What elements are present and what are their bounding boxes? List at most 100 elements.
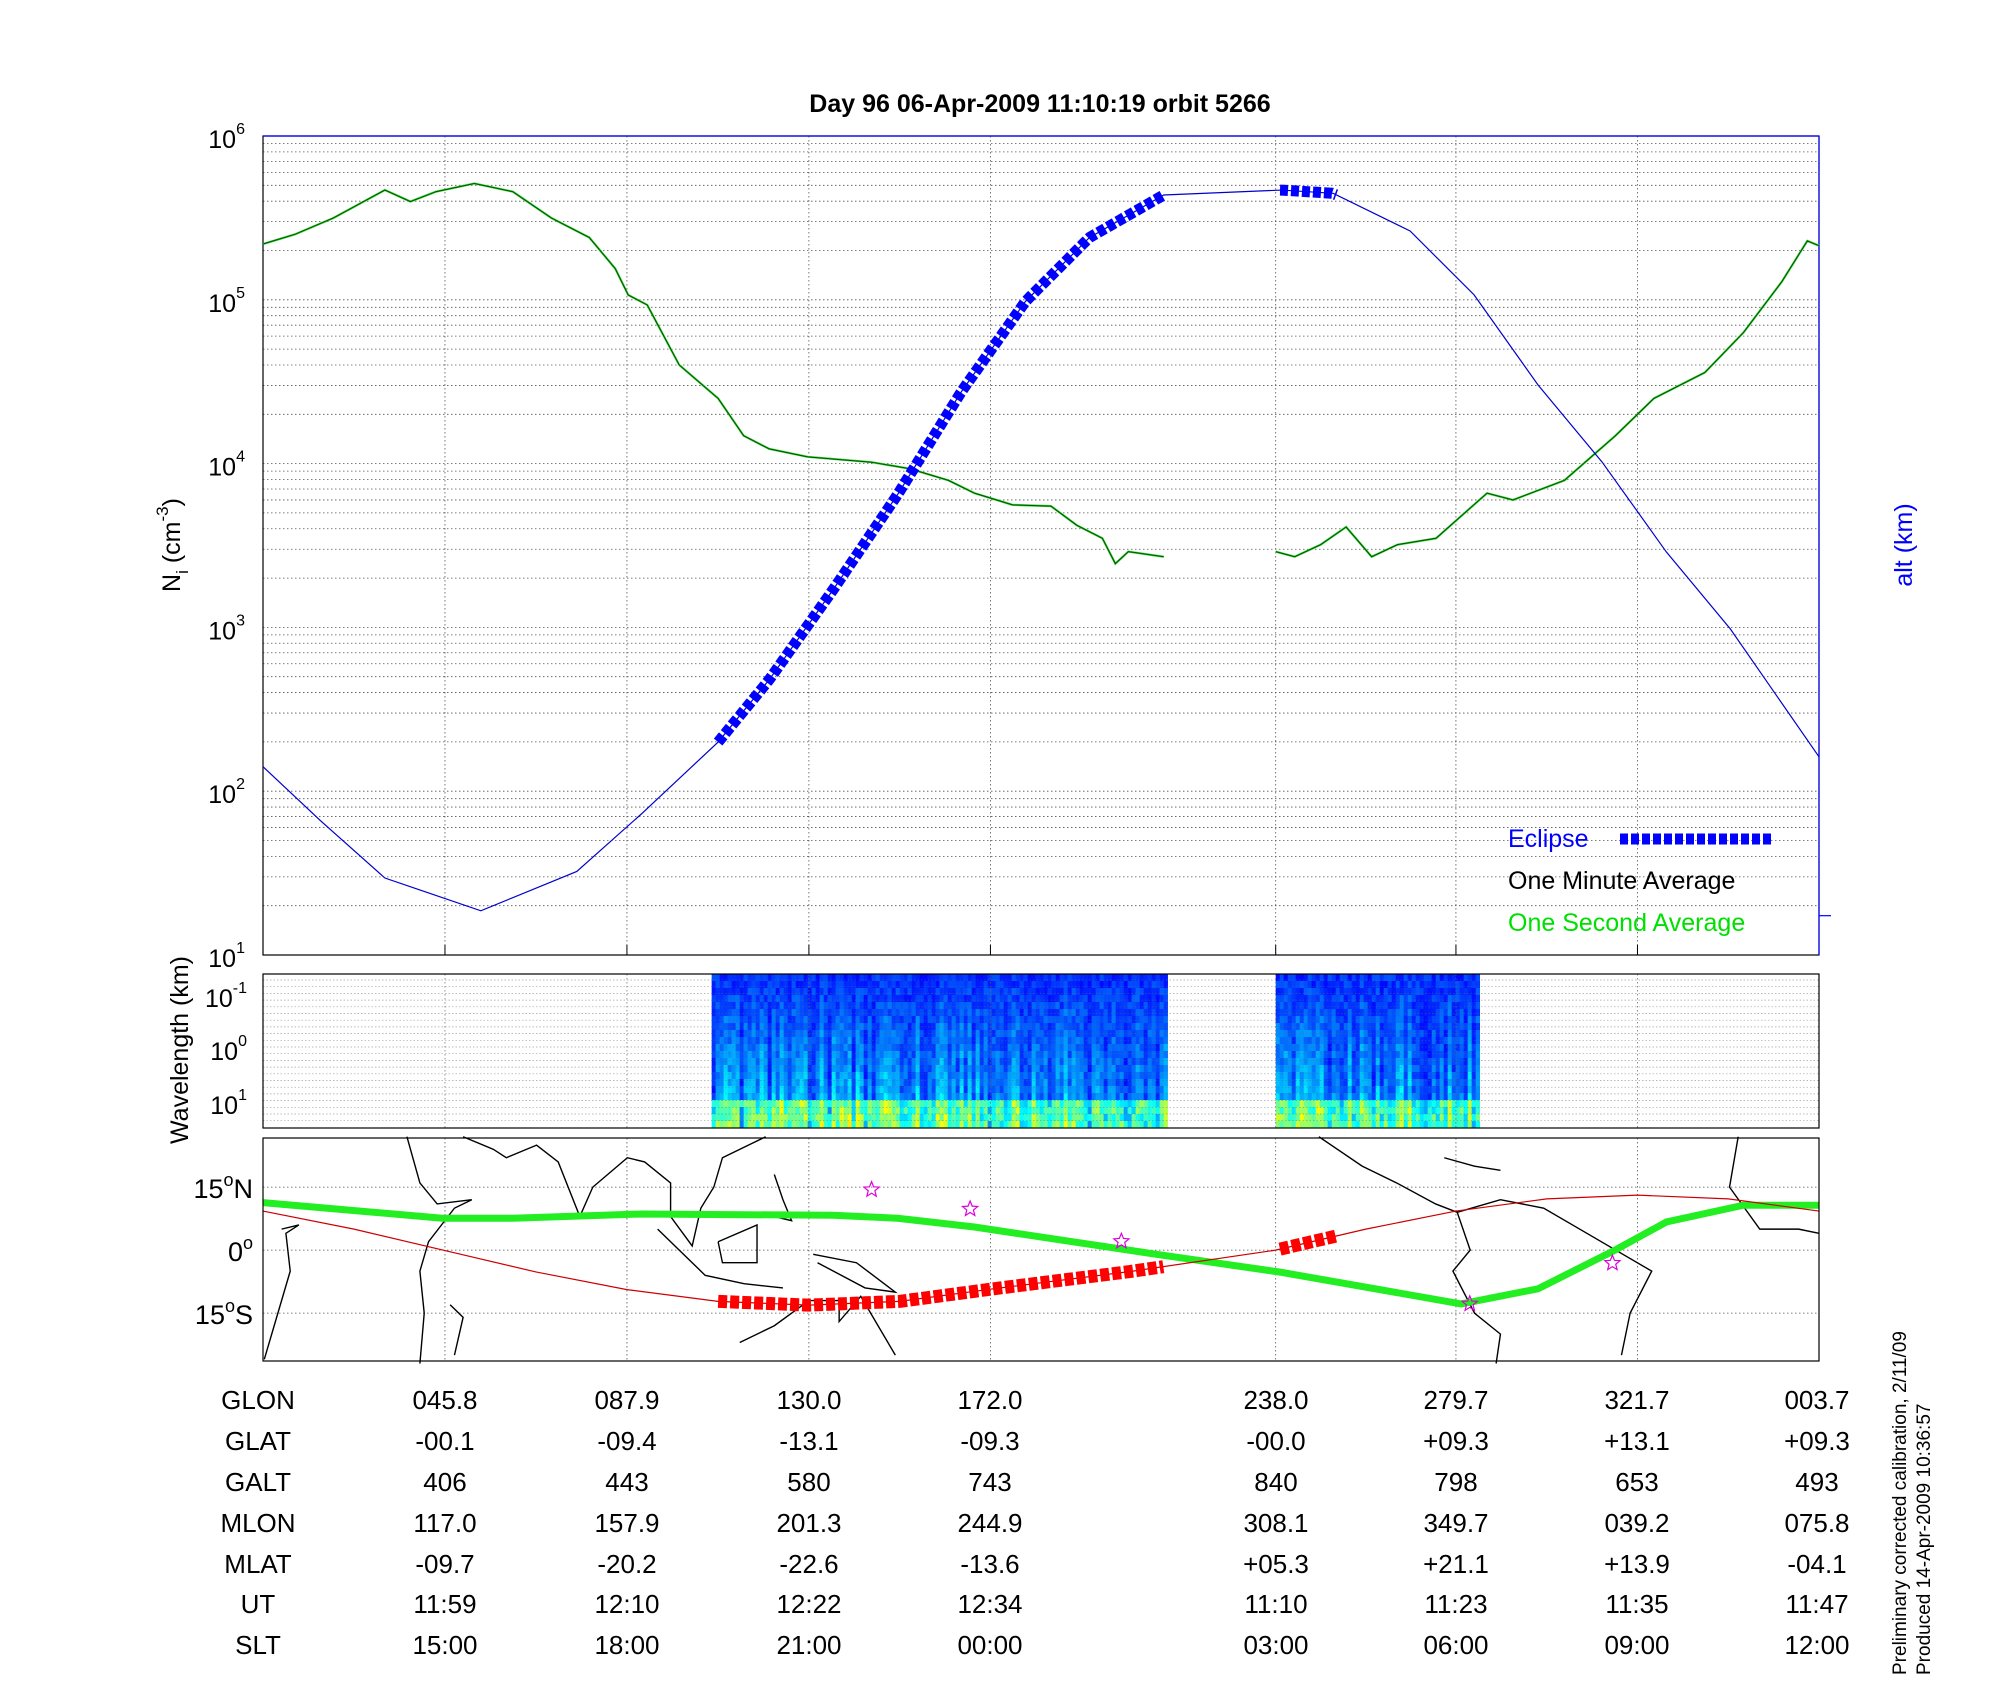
spectrogram-cell [903,1016,908,1024]
table-cell: 238.0 [1243,1385,1308,1415]
spectrogram-cell [1419,1107,1424,1115]
spectrogram-cell [819,1121,824,1129]
spectrogram-cell [1095,1030,1100,1038]
spectrogram-cell [815,1051,820,1059]
spectrogram-cell [815,1037,820,1045]
spectrogram-cell [931,995,936,1003]
spectrogram-cell [715,988,720,996]
spectrogram-cell [759,1023,764,1031]
spectrogram-cell [1279,1009,1284,1017]
spectrogram-cell [751,1009,756,1017]
spectrogram-cell [1283,1093,1288,1101]
spectrogram-cell [1419,974,1424,982]
spectrogram-cell [1127,1016,1132,1024]
spectrogram-cell [907,1044,912,1052]
spectrogram-cell [1039,1009,1044,1017]
spectrogram-cell [1043,1114,1048,1122]
spectrogram-cell [795,1121,800,1129]
spectrogram-cell [975,1086,980,1094]
spectrogram-cell [1039,1023,1044,1031]
spectrogram-cell [1075,1100,1080,1108]
spectrogram-cell [1067,1100,1072,1108]
spectrogram-cell [1039,1044,1044,1052]
spectrogram-cell [979,1121,984,1129]
spectrogram-cell [711,1002,716,1010]
spectrogram-cell [903,1093,908,1101]
spectrogram-cell [807,988,812,996]
spectrogram-cell [1407,1037,1412,1045]
spectrogram-cell [1151,974,1156,982]
spectrogram-cell [747,981,752,989]
spectrogram-cell [1331,1051,1336,1059]
spectrogram-cell [1099,1114,1104,1122]
spectrogram-cell [1079,1044,1084,1052]
spectrogram-cell [1399,988,1404,996]
spectrogram-cell [763,1044,768,1052]
spectrogram-cell [1079,1107,1084,1115]
spectrogram-cell [927,1100,932,1108]
spectrogram-cell [803,1058,808,1066]
spectrogram-cell [1123,974,1128,982]
spectrogram-cell [843,1107,848,1115]
spectrogram-cell [1043,1072,1048,1080]
spectrogram-cell [791,1051,796,1059]
spectrogram-cell [1279,981,1284,989]
spectrogram-cell [727,981,732,989]
spectrogram-cell [971,988,976,996]
spectrogram-cell [1075,974,1080,982]
density-one-minute-line [1275,240,1820,558]
spectrogram-cell [1371,1107,1376,1115]
spectrogram-cell [1391,995,1396,1003]
spectrogram-cell [1143,1100,1148,1108]
spectrogram-cell [747,1093,752,1101]
spectrogram-cell [843,1051,848,1059]
spectrogram-cell [1039,1086,1044,1094]
spectrogram-cell [1011,1058,1016,1066]
spectrogram-cell [803,1079,808,1087]
spectrogram-cell [927,981,932,989]
spectrogram-cell [823,1051,828,1059]
coastline [773,1174,793,1222]
spectrogram-cell [783,1044,788,1052]
spectrogram-cell [787,1037,792,1045]
spectrogram-cell [1343,1044,1348,1052]
spectrogram-cell [983,1030,988,1038]
spectrogram-cell [871,1009,876,1017]
spectrogram-cell [1307,1100,1312,1108]
spectrogram-cell [919,1009,924,1017]
spectrogram-cell [771,1093,776,1101]
spectrogram-cell [1439,1065,1444,1073]
spectrogram-cell [1427,1079,1432,1087]
spectrogram-cell [1471,1086,1476,1094]
spectrogram-cell [1043,981,1048,989]
spectrogram-cell [1323,1093,1328,1101]
spectrogram-cell [1351,1009,1356,1017]
map-frame [262,1137,1820,1362]
spectrogram-cell [743,1058,748,1066]
spectrogram-cell [915,1044,920,1052]
spectrogram-cell [1447,1009,1452,1017]
spectrogram-cell [1399,1114,1404,1122]
spectrogram-cell [1027,1100,1032,1108]
spectrogram-cell [1119,1009,1124,1017]
spectrogram-cell [1467,1058,1472,1066]
spectrogram-cell [911,1100,916,1108]
spectrogram-cell [1471,1100,1476,1108]
spectrogram-cell [719,1093,724,1101]
spectrogram-cell [1395,988,1400,996]
spectrogram-cell [1347,1072,1352,1080]
spectrogram-cell [995,1023,1000,1031]
spectrogram-cell [1459,974,1464,982]
spectrogram-cell [763,1023,768,1031]
spectrogram-cell [763,1058,768,1066]
spectrogram-cell [1407,1107,1412,1115]
spectrogram-cell [811,1016,816,1024]
spectrogram-cell [1091,1002,1096,1010]
spectrogram-cell [1315,995,1320,1003]
spectrogram-cell [1431,1093,1436,1101]
spectrogram-cell [711,1037,716,1045]
spectrogram-cell [995,981,1000,989]
y-tick-label-left: 104 [208,449,245,482]
spectrogram-cell [783,995,788,1003]
spectrogram-cell [1071,1037,1076,1045]
